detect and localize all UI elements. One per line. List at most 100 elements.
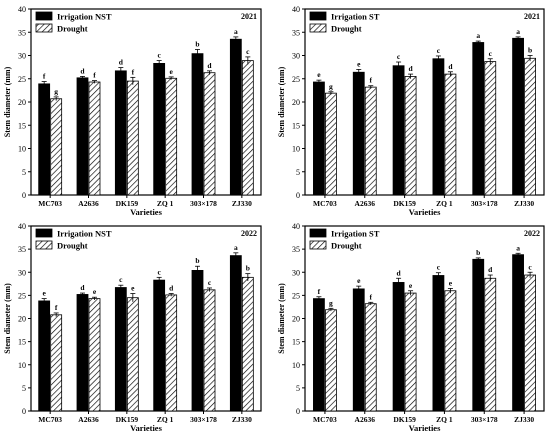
x-tick-label: 303×178: [471, 415, 498, 424]
y-tick-label: 35: [18, 245, 26, 254]
chart-panel-bottom-right: 0 5 10 15 20 25 30 35 40 Stem diameter (mm) Variet…: [277, 222, 545, 433]
y-tick-label: 15: [18, 338, 26, 347]
y-tick-label: 25: [292, 75, 300, 84]
x-tick-label: A2636: [355, 199, 376, 208]
bar-irrigation: [352, 288, 365, 412]
y-tick-label: 5: [22, 384, 26, 393]
bar-drought: [203, 289, 216, 412]
y-tick-label: 20: [18, 98, 26, 107]
bar-drought: [364, 303, 377, 412]
significance-letter: d: [80, 66, 85, 75]
chart-panel-bottom-left: 0 5 10 15 20 25 30 35 40 Stem diameter (mm) Variet…: [3, 222, 262, 433]
y-tick-label: 10: [18, 145, 26, 154]
significance-letter: e: [42, 289, 46, 298]
legend: Irrigation ST Drought: [309, 11, 380, 34]
year-label: 2021: [241, 12, 257, 21]
x-tick-label: 303×178: [190, 199, 217, 208]
significance-letter: b: [195, 256, 199, 265]
significance-letter: b: [476, 248, 480, 257]
x-axis-label: Varieties: [409, 207, 441, 217]
chart-panel-top-left: 0 5 10 15 20 25 30 35 40 Stem diameter (mm) Variet…: [3, 5, 262, 217]
bar-irrigation: [114, 70, 127, 196]
y-tick-label: 40: [18, 5, 26, 14]
significance-letter: b: [246, 264, 250, 273]
significance-letter: f: [132, 67, 135, 76]
significance-letter: b: [528, 46, 532, 55]
x-tick-label: ZQ 1: [436, 415, 453, 424]
bar-irrigation: [38, 300, 51, 412]
plot-frame: [30, 225, 262, 412]
x-tick-label: MC703: [313, 415, 337, 424]
x-tick-label: 303×178: [190, 415, 217, 424]
x-tick-label: ZQ 1: [157, 199, 174, 208]
y-tick-label: 20: [18, 315, 26, 324]
y-tick-label: 40: [18, 222, 26, 231]
significance-letter: c: [119, 275, 123, 284]
legend-swatch-drought: [309, 23, 327, 33]
bar-irrigation: [76, 77, 89, 196]
legend-label-drought: Drought: [331, 241, 362, 251]
significance-letter: d: [408, 64, 413, 73]
legend-swatch-irrigation: [309, 11, 327, 21]
x-axis-label: Varieties: [130, 207, 162, 217]
significance-letter: a: [476, 31, 480, 40]
bar-irrigation: [432, 275, 445, 412]
significance-letter: e: [449, 278, 453, 287]
bar-drought: [484, 61, 497, 196]
significance-letter: d: [488, 265, 493, 274]
significance-letter: d: [119, 58, 124, 67]
y-tick-label: 30: [18, 268, 26, 277]
significance-letter: d: [207, 61, 212, 70]
significance-letter: e: [357, 59, 361, 68]
y-tick-label: 40: [292, 5, 300, 14]
x-tick-label: ZQ 1: [436, 199, 453, 208]
significance-letter: e: [131, 284, 135, 293]
y-tick-label: 25: [18, 291, 26, 300]
significance-letter: d: [448, 62, 453, 71]
significance-letter: a: [516, 27, 520, 36]
y-tick-label: 25: [292, 291, 300, 300]
bar-irrigation: [114, 287, 127, 412]
y-tick-label: 35: [292, 245, 300, 254]
significance-letter: c: [489, 49, 493, 58]
x-tick-label: ZJ330: [232, 199, 252, 208]
significance-letter: e: [169, 67, 173, 76]
significance-letter: c: [157, 51, 161, 60]
y-tick-label: 25: [18, 75, 26, 84]
bar-irrigation: [153, 63, 166, 196]
bar-irrigation: [392, 65, 405, 196]
significance-letter: f: [370, 292, 373, 301]
legend-label-irrigation: Irrigation NST: [57, 229, 112, 239]
y-tick-label: 10: [292, 361, 300, 370]
x-axis-label: Varieties: [130, 423, 162, 433]
significance-letter: c: [157, 267, 161, 276]
y-axis-label: Stem diameter (mm): [277, 66, 286, 137]
significance-letter: a: [234, 243, 238, 252]
y-tick-label: 35: [18, 28, 26, 37]
y-tick-label: 0: [22, 407, 26, 416]
legend-swatch-drought: [35, 240, 53, 250]
legend: Irrigation NST Drought: [35, 229, 112, 251]
x-tick-label: ZJ330: [232, 415, 252, 424]
x-tick-label: A2636: [78, 199, 99, 208]
bar-drought: [88, 81, 101, 196]
x-tick-label: ZJ330: [514, 415, 534, 424]
legend-label-drought: Drought: [57, 241, 88, 251]
significance-letter: a: [516, 243, 520, 252]
significance-letter: c: [208, 278, 212, 287]
bar-drought: [241, 276, 254, 412]
y-tick-label: 0: [296, 191, 300, 200]
bar-drought: [484, 277, 497, 412]
year-label: 2022: [524, 229, 540, 238]
bar-drought: [203, 72, 216, 196]
significance-letter: g: [54, 87, 58, 96]
y-tick-label: 20: [292, 98, 300, 107]
bar-drought: [325, 92, 337, 196]
bar-irrigation: [313, 298, 325, 412]
y-tick-label: 10: [18, 361, 26, 370]
bar-drought: [126, 297, 139, 412]
bar-irrigation: [229, 255, 242, 412]
y-axis-label: Stem diameter (mm): [3, 283, 12, 354]
x-tick-label: A2636: [78, 415, 99, 424]
